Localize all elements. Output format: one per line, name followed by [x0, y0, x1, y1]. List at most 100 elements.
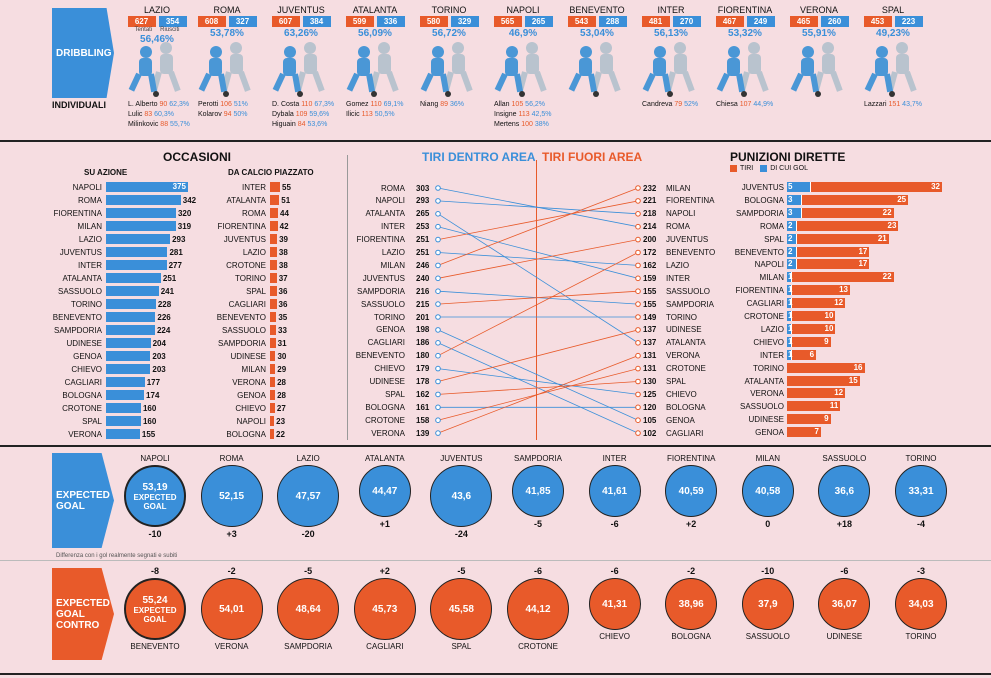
piazzato-value: 44 [280, 208, 289, 218]
xgc-value: 55,24 [142, 594, 168, 606]
azione-team-label: LAZIO [78, 235, 102, 244]
riusciti-count: 354 [158, 16, 187, 27]
punizioni-gol-value: 1 [788, 285, 793, 295]
xg-team-name: ROMA [219, 454, 244, 463]
tiri-connector-line [437, 329, 639, 382]
azione-bar-fill [106, 377, 145, 387]
punizioni-gol-value: 1 [788, 336, 793, 346]
tiri-fuori-value: 137 [643, 338, 657, 348]
punizioni-tiri-value: 12 [834, 298, 844, 308]
xg-value-circle: 52,15 [200, 465, 263, 527]
player-attempts: 151 [888, 101, 901, 108]
azione-value: 293 [172, 234, 186, 244]
team-dribble-counts: 543 288 [560, 16, 634, 27]
punizioni-tiri-value: 13 [839, 285, 848, 295]
individuali-group: Gomez 110 69,1% Ilicic 113 50,5% [346, 100, 404, 120]
azione-bar: 160 [106, 403, 156, 413]
punizioni-gol-bar: 1 [787, 311, 792, 321]
tiri-fuori-team: CAGLIARI [666, 428, 704, 438]
piazzato-value: 38 [278, 260, 288, 270]
xgc-team: -3 34,03 TORINO [881, 566, 961, 641]
punizioni-tiri-value: 17 [858, 246, 868, 256]
azione-value: 155 [141, 429, 156, 439]
azione-bar: 293 [106, 234, 185, 244]
azione-value: 241 [160, 286, 175, 296]
dribbling-team: TORINO 580 329 56,72% [412, 5, 486, 39]
xgc-value: 38,96 [678, 598, 704, 610]
punizioni-gol-value: 2 [788, 220, 793, 230]
piazzato-value: 33 [278, 325, 287, 335]
azione-bar: 204 [106, 338, 166, 348]
xg-team: FIORENTINA 40,59 +2 [651, 454, 731, 529]
piazzato-bar-fill [270, 377, 276, 387]
piazzato-bar-fill [270, 429, 274, 439]
piazzato-bar: 27 [270, 403, 286, 413]
xg-value-circle: 40,58 [741, 465, 794, 517]
azione-bar: 177 [106, 377, 160, 387]
xgc-diff: -10 [761, 566, 775, 576]
xgc-team: -6 44,12 CROTONE [498, 566, 578, 651]
xg-team: JUVENTUS 43,6 -24 [421, 454, 501, 539]
xgc-value: 36,07 [831, 598, 857, 610]
piazzato-value: 39 [279, 234, 288, 244]
tiri-fuori-team: GENOA [666, 415, 695, 425]
tiri-dentro-value: 240 [416, 273, 430, 283]
azione-bar: 203 [106, 351, 166, 361]
xg-team-name: SASSUOLO [822, 454, 867, 463]
xgc-value: 54,01 [219, 603, 245, 615]
punizioni-team-label: VERONA [750, 389, 784, 399]
azione-team-label: INTER [78, 261, 102, 270]
team-name: ATALANTA [352, 5, 398, 15]
azione-team-label: GENOA [73, 352, 102, 361]
tiri-dentro-value: 178 [416, 377, 430, 386]
azione-value: 160 [142, 416, 157, 426]
xgc-value-circle: 45,58 [430, 578, 493, 640]
piazzato-bar: 42 [270, 221, 289, 231]
piazzato-subtitle: DA CALCIO PIAZZATO [228, 168, 314, 177]
legend-tiri-label: TIRI [740, 165, 754, 172]
player-attempts: 105 [511, 101, 524, 108]
divider [0, 560, 991, 561]
piazzato-bar-fill [270, 286, 277, 296]
punizioni-gol-bar: 1 [787, 349, 792, 360]
tiri-fuori-point [635, 404, 641, 411]
xg-diff: -5 [533, 519, 542, 529]
xgc-team: -5 48,64 SAMPDORIA [268, 566, 348, 651]
tiri-dentro-team: GENOA [376, 325, 405, 335]
player-attempts: 89 [440, 101, 449, 108]
xg-team: MILAN 40,58 0 [728, 454, 808, 529]
team-name: JUVENTUS [277, 5, 325, 15]
tiri-dentro-team: CAGLIARI [367, 338, 405, 348]
azione-bar-fill [106, 286, 159, 296]
player-name: L. Alberto [128, 101, 158, 108]
xgc-value: 45,73 [372, 603, 398, 615]
tiri-fuori-team: VERONA [666, 351, 700, 361]
player-name: Kolarov [198, 111, 222, 118]
tiri-dentro-value: 158 [416, 415, 430, 425]
piazzato-team-label: NAPOLI [236, 417, 266, 426]
azione-value: 203 [152, 364, 166, 374]
azione-value: 224 [156, 325, 171, 335]
azione-bar: 277 [106, 260, 182, 270]
player-silhouette-icon [788, 40, 850, 98]
tiri-dentro-point [435, 249, 441, 256]
tiri-fuori-team: CROTONE [666, 364, 706, 374]
tiri-dentro-point [435, 365, 441, 372]
xgc-team-name: CAGLIARI [366, 642, 404, 651]
tiri-fuori-point [635, 340, 641, 346]
tiri-dentro-team: CHIEVO [374, 364, 405, 374]
tiri-fuori-team: BOLOGNA [666, 402, 706, 412]
azione-team-label: NAPOLI [72, 183, 102, 192]
xgc-value-circle: 44,12 [507, 578, 569, 640]
dribble-pct: 56,13% [654, 28, 688, 39]
punizioni-team-label: FIORENTINA [735, 286, 784, 296]
xg-value: 43,6 [451, 490, 472, 502]
tiri-dentro-team: MILAN [380, 260, 405, 270]
player-attempts: 107 [739, 101, 752, 108]
player-pct: 50% [233, 111, 248, 118]
azione-bar-fill [106, 364, 151, 374]
azione-value: 177 [146, 377, 161, 387]
xg-value: 36,6 [834, 485, 855, 497]
tiri-dentro-point [435, 352, 441, 359]
tiri-fuori-value: 105 [643, 415, 657, 425]
